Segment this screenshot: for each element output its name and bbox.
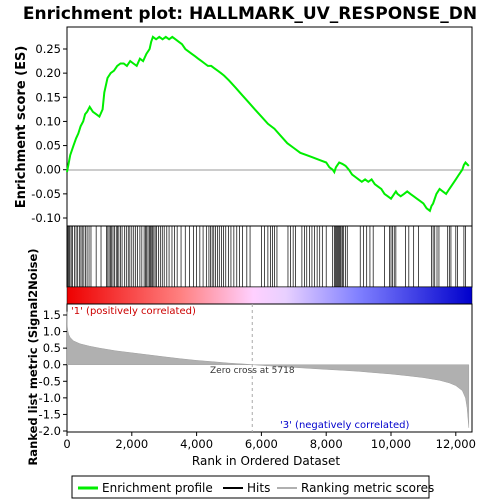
es-y-tick-label: -0.05	[31, 187, 61, 201]
metric-y-tick-label: 0.5	[43, 341, 61, 355]
positive-correlation-label: '1' (positively correlated)	[71, 306, 196, 317]
metric-y-tick-label: 0.0	[43, 358, 61, 372]
rank-color-bar	[66, 286, 473, 305]
legend-hits-label: Hits	[247, 481, 270, 495]
es-y-tick-label: 0.05	[35, 139, 61, 153]
hits-panel-frame	[66, 225, 473, 288]
es-plot-frame	[66, 26, 473, 227]
ranked-metric-area	[66, 311, 470, 428]
legend-metric-label: Ranking metric scores	[301, 481, 434, 495]
zero-cross-label: Zero cross at 5718	[210, 366, 295, 376]
legend-box	[71, 475, 430, 499]
metric-y-axis-ticks: 1.5 1.0 0.5 0.0 -0.5 -1.0 -1.5 -2.0	[39, 308, 67, 438]
negative-correlation-label: '3' (negatively correlated)	[280, 420, 409, 431]
metric-x-tick-label: 4,000	[180, 437, 213, 451]
metric-y-tick-label: -2.0	[39, 424, 61, 438]
hits-markers	[67, 226, 466, 287]
es-y-tick-label: -0.10	[31, 211, 61, 225]
metric-y-tick-label: 1.0	[43, 325, 61, 339]
metric-x-axis-label: Rank in Ordered Dataset	[192, 454, 340, 468]
metric-y-axis-label: Ranked list metric (Signal2Noise)	[26, 248, 40, 465]
es-y-tick-label: 0.20	[35, 66, 61, 80]
es-y-axis-ticks: 0.25 0.20 0.15 0.10 0.05 0.00 -0.05 -0.10	[31, 42, 67, 225]
metric-x-tick-label: 8,000	[310, 437, 343, 451]
enrichment-profile-line	[66, 35, 470, 213]
es-y-tick-label: 0.15	[35, 90, 61, 104]
metric-x-axis-ticks: 0 2,000 4,000 6,000 8,000 10,000 12,000	[63, 432, 476, 451]
es-y-tick-label: 0.25	[35, 42, 61, 56]
metric-x-tick-label: 6,000	[245, 437, 278, 451]
es-y-tick-label: 0.00	[35, 163, 61, 177]
metric-y-tick-label: -1.0	[39, 391, 61, 405]
legend-profile-label: Enrichment profile	[102, 481, 213, 495]
metric-y-tick-label: -1.5	[39, 407, 61, 421]
es-y-axis-label: Enrichment score (ES)	[14, 46, 29, 209]
metric-y-tick-label: 1.5	[43, 308, 61, 322]
metric-x-tick-label: 0	[63, 437, 70, 451]
chart-title: Enrichment plot: HALLMARK_UV_RESPONSE_DN	[23, 4, 477, 24]
metric-x-tick-label: 2,000	[115, 437, 148, 451]
es-y-tick-label: 0.10	[35, 114, 61, 128]
metric-x-tick-label: 10,000	[371, 437, 411, 451]
metric-y-tick-label: -0.5	[39, 374, 61, 388]
metric-x-tick-label: 12,000	[436, 437, 476, 451]
